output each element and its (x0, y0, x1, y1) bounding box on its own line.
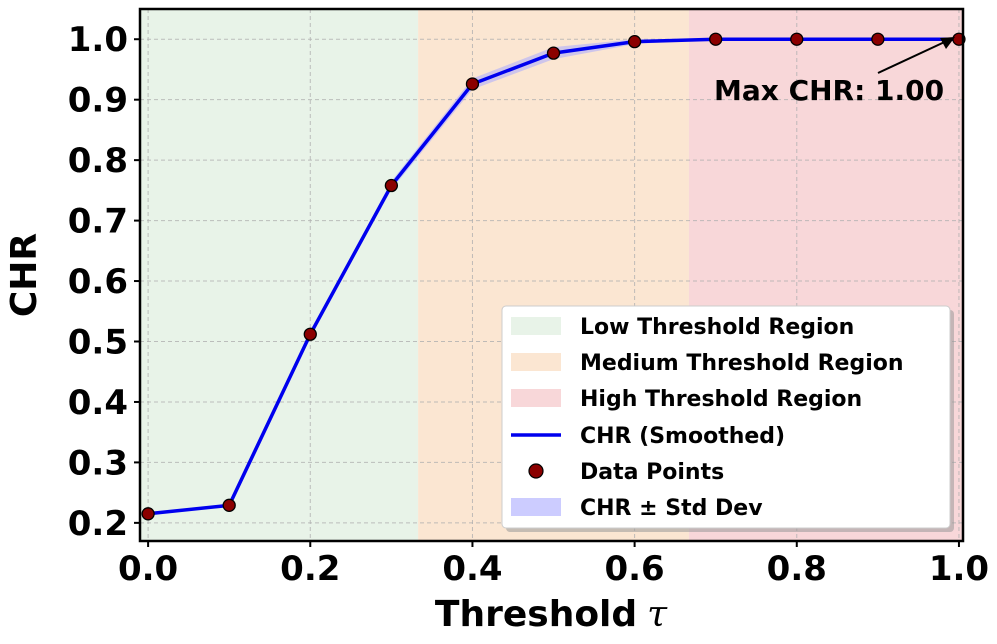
y-axis-ticks: 0.2 0.3 0.4 0.5 0.6 0.7 0.8 0.9 1.0 (68, 20, 140, 544)
data-point-5 (546, 46, 561, 60)
x-axis-label-text: Threshold (435, 594, 637, 635)
annotation-arrow-head (940, 37, 955, 49)
legend-label-low: Low Threshold Region (580, 315, 854, 340)
data-point-4 (465, 77, 480, 91)
y-axis-label: CHR (4, 233, 45, 317)
legend-label-high: High Threshold Region (580, 387, 862, 412)
x-tick-label-1: 0.2 (280, 549, 340, 589)
data-point-1 (222, 498, 236, 512)
x-axis-ticks: 0.0 0.2 0.4 0.6 0.8 1.0 (118, 541, 989, 589)
legend: Low Threshold Region Medium Threshold Re… (501, 305, 954, 532)
y-tick-label-3: 0.5 (68, 323, 128, 363)
y-tick-label-4: 0.6 (68, 262, 128, 302)
x-axis-label-symbol: τ (647, 594, 668, 635)
y-tick-label-2: 0.4 (68, 383, 128, 423)
data-point-7 (709, 32, 723, 46)
legend-swatch-band (511, 498, 561, 516)
legend-box (501, 305, 951, 529)
annotation-arrow (877, 38, 952, 74)
legend-swatch-high (511, 389, 561, 407)
x-tick-label-2: 0.4 (442, 549, 502, 589)
x-axis-label: Threshold τ (435, 594, 668, 635)
data-point-0 (141, 507, 155, 521)
max-annotation: Max CHR: 1.00 (714, 37, 955, 107)
data-point-6 (627, 34, 642, 49)
data-point-2 (303, 327, 317, 341)
data-point-8 (790, 32, 804, 46)
x-tick-label-3: 0.6 (604, 549, 664, 589)
legend-label-medium: Medium Threshold Region (580, 351, 904, 376)
x-tick-label-5: 1.0 (929, 549, 989, 589)
y-tick-label-6: 0.8 (68, 141, 128, 181)
data-point-9 (871, 32, 885, 46)
legend-swatch-low (511, 317, 561, 335)
x-tick-label-0: 0.0 (118, 549, 178, 589)
y-tick-label-8: 1.0 (68, 20, 128, 60)
y-tick-label-7: 0.9 (68, 81, 128, 121)
max-chr-annotation: Max CHR: 1.00 (714, 74, 944, 107)
plot-frame (138, 7, 965, 543)
legend-label-points: Data Points (580, 460, 724, 485)
legend-swatch-points (528, 463, 544, 479)
y-tick-label-0: 0.2 (68, 504, 128, 544)
region-0 (140, 9, 419, 541)
x-tick-label-4: 0.8 (767, 549, 827, 589)
y-tick-label-1: 0.3 (68, 443, 128, 483)
legend-label-band: CHR ± Std Dev (580, 496, 763, 521)
legend-label-line: CHR (Smoothed) (580, 424, 785, 449)
data-point-3 (384, 178, 399, 193)
legend-swatch-medium (511, 353, 561, 371)
y-tick-label-5: 0.7 (68, 202, 128, 242)
